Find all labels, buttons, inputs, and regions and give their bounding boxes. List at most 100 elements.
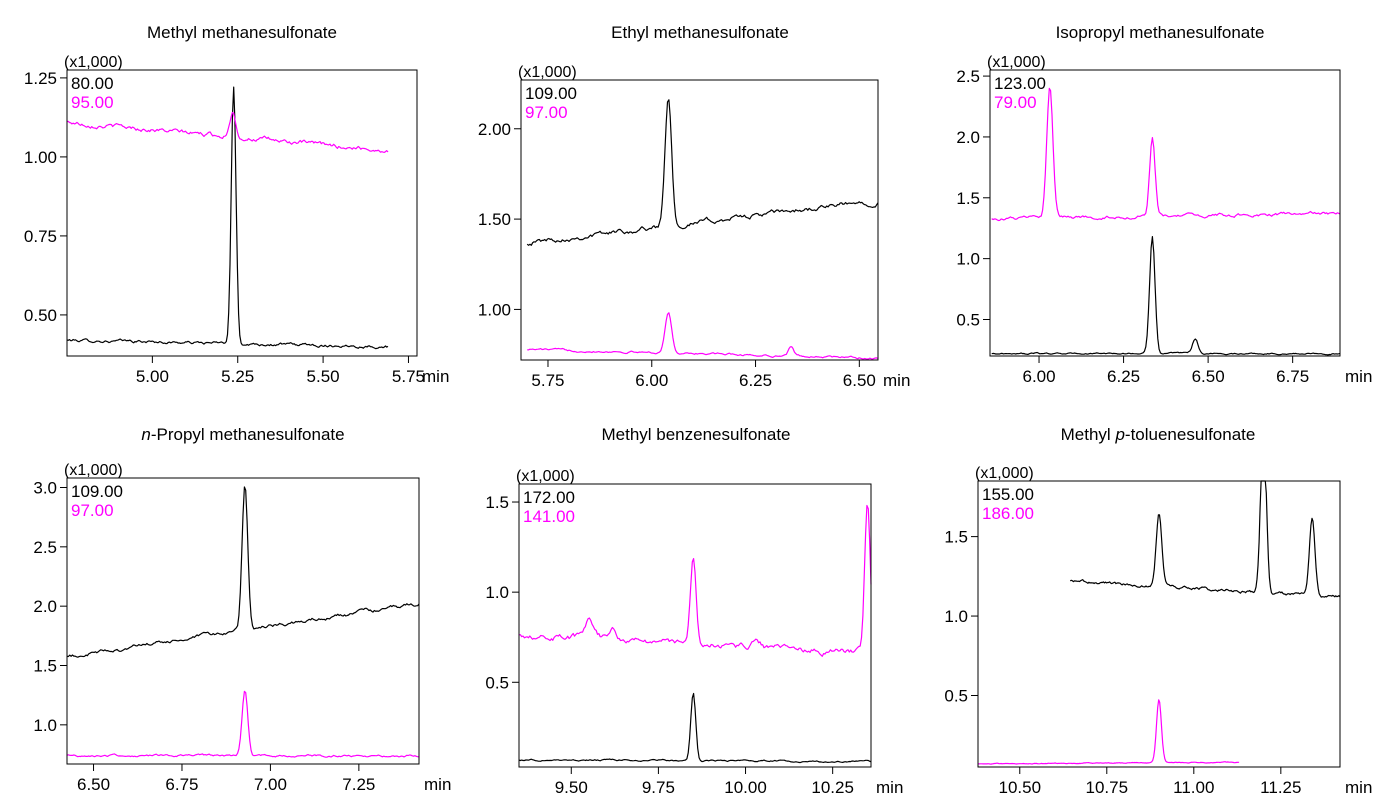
x-tick-label: 6.75 xyxy=(1276,367,1309,386)
chromatogram-panel-2: Ethyl methanesulfonate (x1,000) 109.0097.0… xyxy=(478,23,911,390)
y-tick-label: 2.5 xyxy=(956,67,980,86)
trace-79-00 xyxy=(991,87,1341,222)
legend-97-00: 97.00 xyxy=(525,103,568,122)
x-tick-label: 7.00 xyxy=(254,775,287,794)
x-tick-label: 5.25 xyxy=(221,367,254,386)
x-axis-label: min xyxy=(422,367,449,386)
x-tick-label: 10.50 xyxy=(998,778,1041,797)
trace-123-00 xyxy=(991,236,1341,356)
x-tick-label: 7.25 xyxy=(342,775,375,794)
legend-79-00: 79.00 xyxy=(994,93,1037,112)
x-tick-label: 5.75 xyxy=(392,367,425,386)
chromatogram-panel-4: n-Propyl methanesulfonate (x1,000) 109.009… xyxy=(33,425,451,794)
y-scale-label: (x1,000) xyxy=(64,462,123,479)
x-tick-label: 5.50 xyxy=(307,367,340,386)
y-tick-label: 0.5 xyxy=(956,310,980,329)
x-tick-label: 6.50 xyxy=(77,775,110,794)
x-tick-label: 10.00 xyxy=(724,778,767,797)
y-tick-label: 1.0 xyxy=(944,607,968,626)
x-axis-label: min xyxy=(1345,778,1372,797)
x-tick-label: 10.25 xyxy=(811,778,854,797)
x-tick-label: 6.50 xyxy=(843,371,876,390)
trace-80-00 xyxy=(66,86,389,350)
x-tick-label: 11.00 xyxy=(1173,778,1214,797)
trace-172-00 xyxy=(518,692,872,764)
y-tick-label: 1.50 xyxy=(478,210,511,229)
y-tick-label: 0.75 xyxy=(24,227,57,246)
legend-141-00: 141.00 xyxy=(523,507,575,526)
plot-frame xyxy=(518,483,872,768)
chromatogram-panel-6: Methyl p-toluenesulfonate(x1,000)155.001… xyxy=(944,425,1372,797)
x-tick-label: 6.00 xyxy=(1022,367,1055,386)
legend-155-00: 155.00 xyxy=(982,485,1034,504)
legend-123-00: 123.00 xyxy=(994,74,1046,93)
y-tick-label: 1.0 xyxy=(956,250,980,269)
chromatogram-panel-5: Methyl benzenesulfonate (x1,000) 172.00141… xyxy=(485,425,903,797)
y-tick-label: 0.5 xyxy=(944,687,968,706)
y-scale-label: (x1,000) xyxy=(516,468,575,485)
trace-186-00 xyxy=(977,699,1240,765)
legend-95-00: 95.00 xyxy=(71,93,114,112)
trace-155-00 xyxy=(1069,480,1341,598)
legend-80-00: 80.00 xyxy=(71,74,114,93)
plot-frame xyxy=(989,69,1341,357)
x-axis-label: min xyxy=(1345,367,1372,386)
y-tick-label: 0.50 xyxy=(24,306,57,325)
x-tick-label: 6.50 xyxy=(1192,367,1225,386)
y-tick-label: 1.0 xyxy=(33,716,57,735)
trace-109-00 xyxy=(66,486,420,658)
x-tick-label: 6.25 xyxy=(739,371,772,390)
x-tick-label: 6.00 xyxy=(635,371,668,390)
legend-97-00: 97.00 xyxy=(71,501,114,520)
y-scale-label: (x1,000) xyxy=(518,64,577,81)
trace-141-00 xyxy=(518,504,872,657)
plot-frame xyxy=(66,69,418,357)
plot-frame xyxy=(66,477,420,765)
trace-97-00 xyxy=(527,312,879,360)
y-scale-label: (x1,000) xyxy=(987,54,1046,71)
y-tick-label: 1.5 xyxy=(956,189,980,208)
y-tick-label: 2.00 xyxy=(478,120,511,139)
y-tick-label: 1.0 xyxy=(485,583,509,602)
y-tick-label: 1.25 xyxy=(24,69,57,88)
x-axis-label: min xyxy=(424,775,451,794)
chart-title: Methyl benzenesulfonate xyxy=(601,425,790,444)
y-scale-label: (x1,000) xyxy=(975,465,1034,482)
legend-109-00: 109.00 xyxy=(525,84,577,103)
trace-109-00 xyxy=(526,99,879,246)
chart-title: Methyl methanesulfonate xyxy=(147,23,337,42)
x-tick-label: 10.75 xyxy=(1086,778,1129,797)
x-tick-label: 11.25 xyxy=(1260,778,1301,797)
chart-title: Methyl p-toluenesulfonate xyxy=(1061,425,1256,444)
legend-186-00: 186.00 xyxy=(982,504,1034,523)
chart-title: Isopropyl methanesulfonate xyxy=(1056,23,1265,42)
x-tick-label: 5.00 xyxy=(136,367,169,386)
y-tick-label: 1.5 xyxy=(485,493,509,512)
plot-frame xyxy=(977,480,1341,768)
y-tick-label: 2.5 xyxy=(33,538,57,557)
legend-109-00: 109.00 xyxy=(71,482,123,501)
y-tick-label: 2.0 xyxy=(956,128,980,147)
chromatogram-panel-1: Methyl methanesulfonate (x1,000) 80.0095.0… xyxy=(24,23,450,386)
chart-title: Ethyl methanesulfonate xyxy=(611,23,789,42)
chart-title: n-Propyl methanesulfonate xyxy=(141,425,344,444)
plot-frame xyxy=(520,79,879,361)
trace-97-00 xyxy=(66,690,420,758)
x-axis-label: min xyxy=(876,778,903,797)
y-tick-label: 1.00 xyxy=(478,300,511,319)
y-scale-label: (x1,000) xyxy=(64,54,123,71)
y-tick-label: 1.5 xyxy=(33,657,57,676)
y-tick-label: 1.5 xyxy=(944,528,968,547)
x-tick-label: 9.75 xyxy=(642,778,675,797)
x-tick-label: 6.75 xyxy=(165,775,198,794)
chromatogram-panel-3: Isopropyl methanesulfonate (x1,000) 123.00… xyxy=(956,23,1372,386)
x-tick-label: 9.50 xyxy=(555,778,588,797)
x-tick-label: 6.25 xyxy=(1107,367,1140,386)
x-tick-label: 5.75 xyxy=(531,371,564,390)
y-tick-label: 0.5 xyxy=(485,673,509,692)
x-axis-label: min xyxy=(883,371,910,390)
legend-172-00: 172.00 xyxy=(523,488,575,507)
y-tick-label: 3.0 xyxy=(33,478,57,497)
y-tick-label: 1.00 xyxy=(24,148,57,167)
